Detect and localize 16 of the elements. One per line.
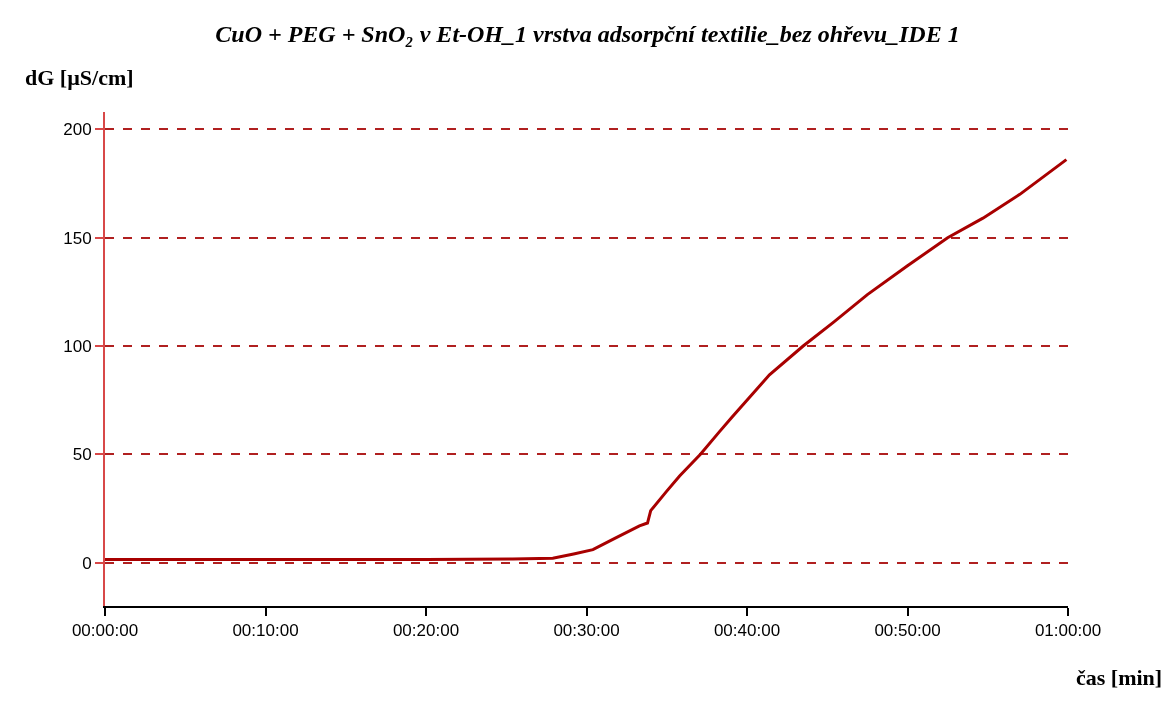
chart-title: CuO + PEG + SnO₂ v Et-OH_1 vrstva adsorpční textilie_bez ohřevu_IDE 1 bbox=[215, 20, 960, 47]
x-tick-label: 00:30:00 bbox=[553, 621, 620, 641]
x-tick-label: 00:20:00 bbox=[392, 621, 460, 641]
y-axis-title: dG [µS/cm] bbox=[25, 65, 134, 90]
y-tick-label: 150 bbox=[63, 228, 92, 248]
line-series bbox=[105, 158, 1068, 561]
x-tick-label: 00:40:00 bbox=[713, 621, 781, 641]
x-tick-label: 00:10:00 bbox=[232, 621, 299, 641]
y-tick-label: 50 bbox=[72, 445, 92, 465]
x-tick-label: 00:00:00 bbox=[71, 621, 139, 641]
x-tick-label: 00:50:00 bbox=[874, 621, 941, 641]
y-tick-label: 200 bbox=[63, 120, 92, 140]
x-axis-title: čas [min] bbox=[1076, 665, 1163, 690]
y-tick-label: 100 bbox=[63, 336, 92, 356]
x-tick-label: 01:00:00 bbox=[1034, 621, 1102, 641]
y-tick-label: 0 bbox=[82, 553, 92, 573]
